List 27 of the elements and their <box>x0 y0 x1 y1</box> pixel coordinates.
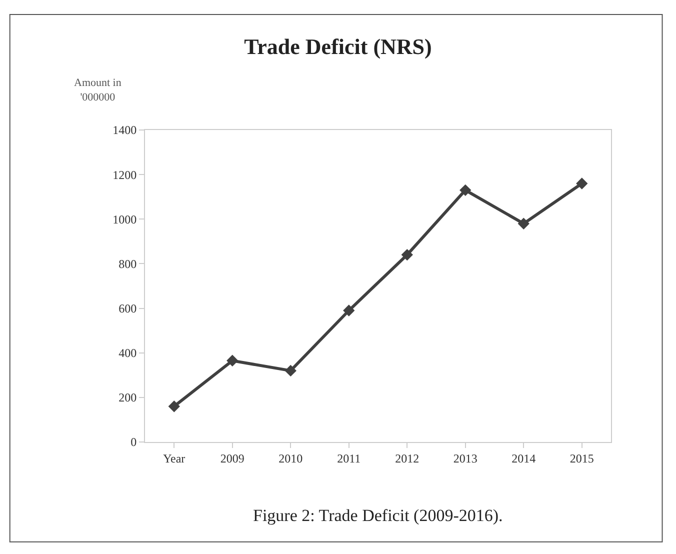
y-tick-label: 800 <box>118 256 137 271</box>
x-tick-label: 2013 <box>453 451 478 466</box>
point <box>343 304 355 316</box>
x-tick-label: 2012 <box>395 451 420 466</box>
y-tick-label: 0 <box>130 435 137 450</box>
y-tick-label: 400 <box>118 346 137 360</box>
caption: Figure 2: Trade Deficit (2009-2016). <box>253 506 503 525</box>
y-tick-label: 1000 <box>112 212 137 226</box>
x-tick-label: 2009 <box>220 451 244 466</box>
point <box>284 364 296 377</box>
point <box>226 354 238 367</box>
y-tick-label: 1400 <box>112 123 137 138</box>
y-tick-label: 600 <box>118 301 137 316</box>
point <box>576 178 588 190</box>
x-tick-label: 2011 <box>337 451 361 466</box>
point <box>518 218 530 230</box>
x-tick-label: 2010 <box>278 451 303 466</box>
chart-title: Trade Deficit (NRS) <box>244 34 432 60</box>
point <box>460 184 472 196</box>
x-tick-label: 2015 <box>570 451 594 466</box>
y-tick-label: 1200 <box>112 168 137 182</box>
x-tick-label: 2014 <box>512 451 536 466</box>
y-tick-label: 200 <box>118 390 137 405</box>
point <box>401 248 413 261</box>
x-tick-label: Year <box>163 451 186 466</box>
y-axis-title: Amount in '000000 <box>74 77 122 104</box>
point <box>168 400 180 412</box>
